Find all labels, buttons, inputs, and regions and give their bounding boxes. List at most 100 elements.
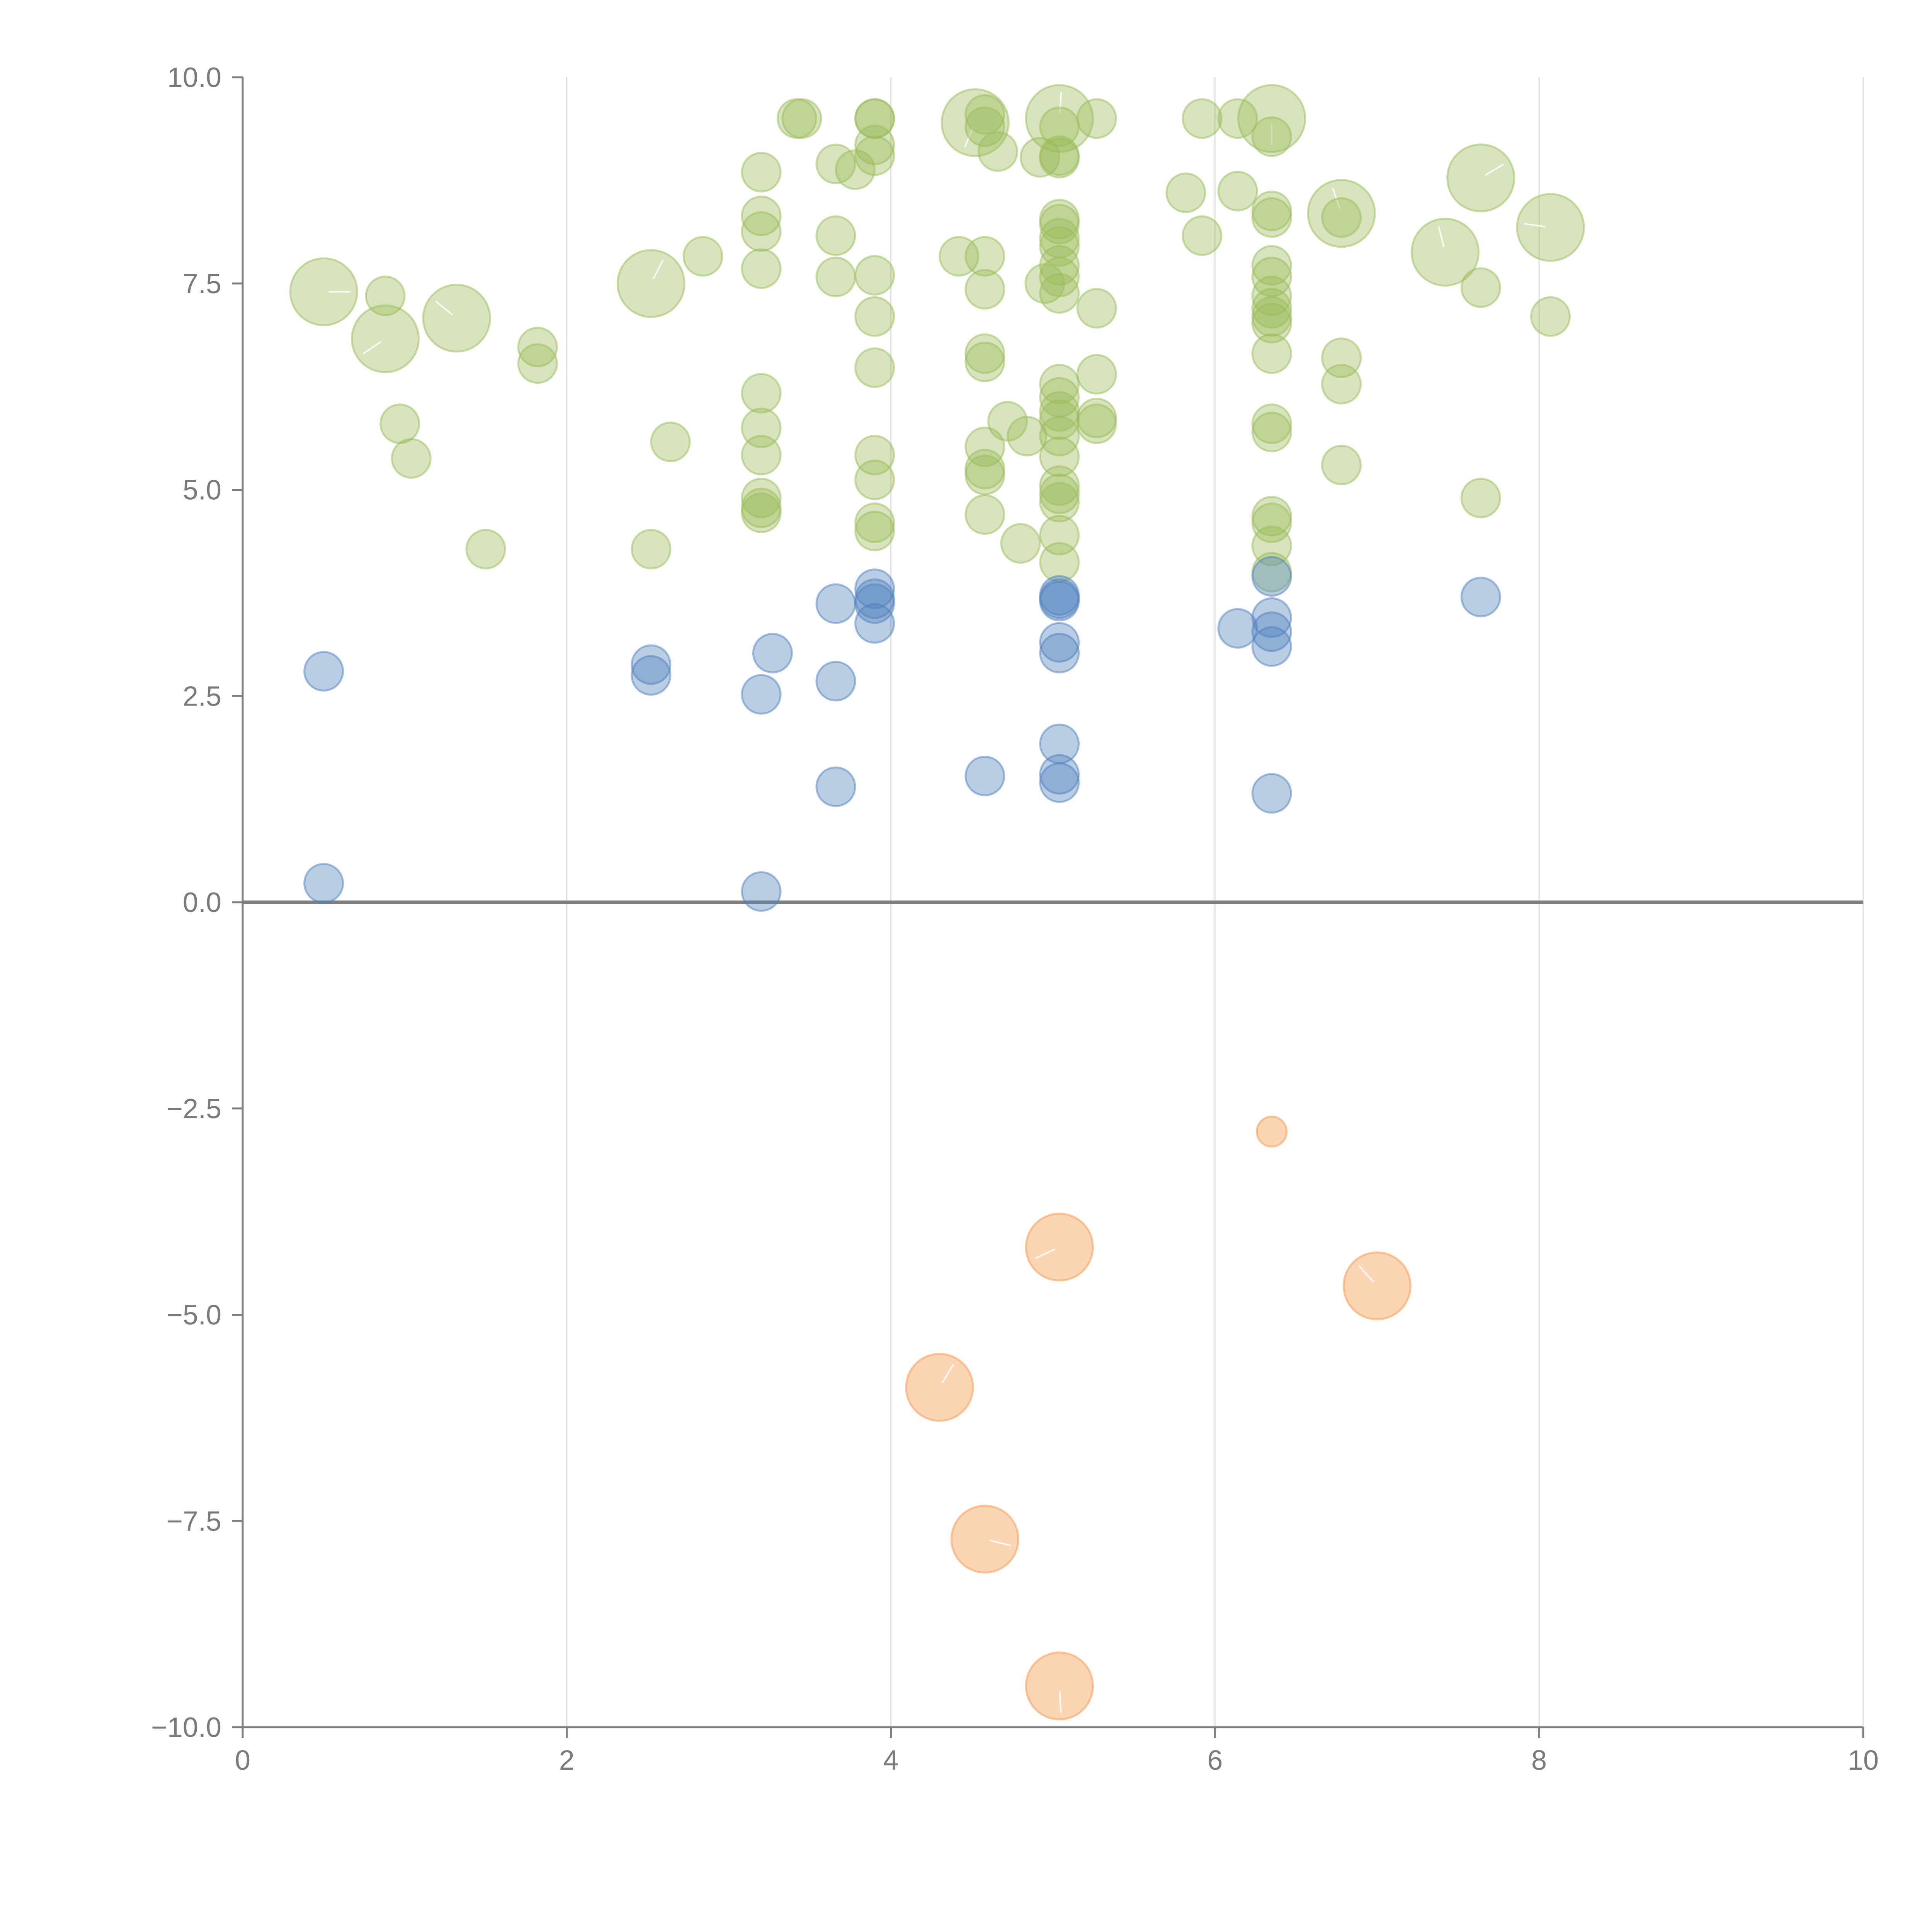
orange-bubble-5[interactable] (1025, 1651, 1094, 1721)
green-bubble-55[interactable] (1000, 523, 1041, 564)
green-bubble-104[interactable] (1251, 502, 1292, 543)
green-bubble-14[interactable] (741, 196, 782, 236)
green-bubble-15[interactable] (741, 211, 782, 252)
blue-bubble-14[interactable] (964, 755, 1005, 796)
orange-bubble-1[interactable] (1025, 1213, 1094, 1282)
green-bubble-68[interactable] (1039, 273, 1080, 314)
blue-bubble-21[interactable] (1039, 754, 1080, 795)
green-bubble-45[interactable] (964, 236, 1005, 277)
green-bubble-87[interactable] (1182, 215, 1223, 256)
blue-bubble-9[interactable] (815, 766, 856, 807)
blue-bubble-7[interactable] (815, 583, 856, 624)
green-bubble-48[interactable] (964, 342, 1005, 383)
blue-bubble-18[interactable] (1039, 622, 1080, 663)
green-bubble-114[interactable] (1460, 267, 1501, 308)
blue-bubble-17[interactable] (1039, 581, 1080, 622)
green-bubble-44[interactable] (977, 131, 1018, 172)
green-bubble-112[interactable] (1410, 218, 1480, 287)
green-bubble-3[interactable] (422, 284, 491, 353)
green-bubble-5[interactable] (391, 438, 432, 479)
blue-bubble-25[interactable] (1251, 597, 1292, 638)
blue-bubble-8[interactable] (815, 661, 856, 702)
orange-bubble-0[interactable] (1255, 1116, 1288, 1148)
green-bubble-51[interactable] (964, 454, 1005, 495)
green-bubble-13[interactable] (741, 152, 782, 193)
green-bubble-22[interactable] (741, 492, 782, 533)
green-bubble-1[interactable] (365, 276, 406, 316)
green-bubble-73[interactable] (1039, 416, 1080, 457)
blue-bubble-2[interactable] (631, 644, 672, 685)
green-bubble-76[interactable] (1039, 473, 1080, 514)
blue-bubble-28[interactable] (1251, 773, 1292, 814)
green-bubble-39[interactable] (854, 510, 895, 551)
green-bubble-17[interactable] (741, 373, 782, 414)
green-bubble-33[interactable] (854, 255, 895, 296)
green-bubble-4[interactable] (379, 403, 420, 444)
green-bubble-11[interactable] (650, 422, 691, 463)
green-bubble-54[interactable] (1007, 416, 1048, 457)
green-bubble-111[interactable] (1321, 444, 1362, 485)
blue-bubble-3[interactable] (631, 655, 672, 696)
green-bubble-32[interactable] (854, 135, 895, 176)
green-bubble-91[interactable] (1251, 116, 1292, 157)
green-bubble-77[interactable] (1039, 482, 1080, 523)
blue-bubble-27[interactable] (1251, 626, 1292, 667)
green-bubble-16[interactable] (741, 248, 782, 289)
orange-bubble-3[interactable] (905, 1353, 974, 1422)
green-bubble-97[interactable] (1251, 288, 1292, 329)
green-bubble-49[interactable] (964, 426, 1005, 467)
green-bubble-36[interactable] (854, 435, 895, 476)
green-bubble-47[interactable] (964, 333, 1005, 374)
green-bubble-108[interactable] (1321, 197, 1362, 238)
green-bubble-84[interactable] (1076, 403, 1117, 444)
green-bubble-10[interactable] (682, 236, 723, 277)
green-bubble-67[interactable] (1039, 257, 1080, 298)
green-bubble-41[interactable] (940, 88, 1010, 157)
green-bubble-66[interactable] (1039, 245, 1080, 286)
green-bubble-24[interactable] (781, 98, 822, 139)
green-bubble-42[interactable] (964, 94, 1005, 135)
blue-bubble-4[interactable] (741, 674, 782, 715)
orange-bubble-2[interactable] (1342, 1251, 1412, 1320)
green-bubble-117[interactable] (1530, 296, 1571, 337)
green-bubble-82[interactable] (1076, 354, 1117, 395)
green-bubble-116[interactable] (1516, 193, 1585, 262)
blue-bubble-1[interactable] (303, 863, 344, 904)
green-bubble-27[interactable] (815, 257, 856, 298)
green-bubble-110[interactable] (1321, 364, 1362, 405)
green-bubble-31[interactable] (854, 124, 895, 165)
blue-bubble-29[interactable] (1460, 577, 1501, 617)
green-bubble-9[interactable] (616, 249, 685, 318)
green-bubble-101[interactable] (1251, 403, 1292, 444)
green-bubble-26[interactable] (815, 215, 856, 256)
green-bubble-38[interactable] (854, 502, 895, 543)
green-bubble-46[interactable] (964, 269, 1005, 310)
green-bubble-90[interactable] (1237, 84, 1306, 153)
green-bubble-94[interactable] (1251, 245, 1292, 286)
green-bubble-100[interactable] (1251, 333, 1292, 374)
blue-bubble-26[interactable] (1251, 611, 1292, 652)
green-bubble-115[interactable] (1460, 478, 1501, 519)
green-bubble-85[interactable] (1165, 172, 1206, 213)
green-bubble-63[interactable] (1039, 204, 1080, 245)
green-bubble-34[interactable] (854, 296, 895, 337)
green-bubble-113[interactable] (1446, 143, 1515, 213)
green-bubble-8[interactable] (517, 343, 558, 384)
green-bubble-89[interactable] (1217, 171, 1258, 212)
green-bubble-52[interactable] (964, 494, 1005, 535)
green-bubble-35[interactable] (854, 347, 895, 388)
green-bubble-99[interactable] (1251, 303, 1292, 344)
blue-bubble-24[interactable] (1251, 556, 1292, 597)
green-bubble-61[interactable] (1039, 138, 1080, 179)
green-bubble-43[interactable] (964, 106, 1005, 147)
orange-bubble-4[interactable] (950, 1505, 1019, 1574)
green-bubble-25[interactable] (815, 143, 856, 184)
green-bubble-19[interactable] (741, 435, 782, 476)
blue-bubble-5[interactable] (741, 871, 782, 912)
blue-bubble-22[interactable] (1039, 762, 1080, 803)
green-bubble-93[interactable] (1251, 197, 1292, 238)
green-bubble-2[interactable] (350, 304, 420, 373)
blue-bubble-6[interactable] (752, 633, 793, 673)
blue-bubble-10[interactable] (854, 568, 895, 609)
green-bubble-102[interactable] (1251, 412, 1292, 452)
